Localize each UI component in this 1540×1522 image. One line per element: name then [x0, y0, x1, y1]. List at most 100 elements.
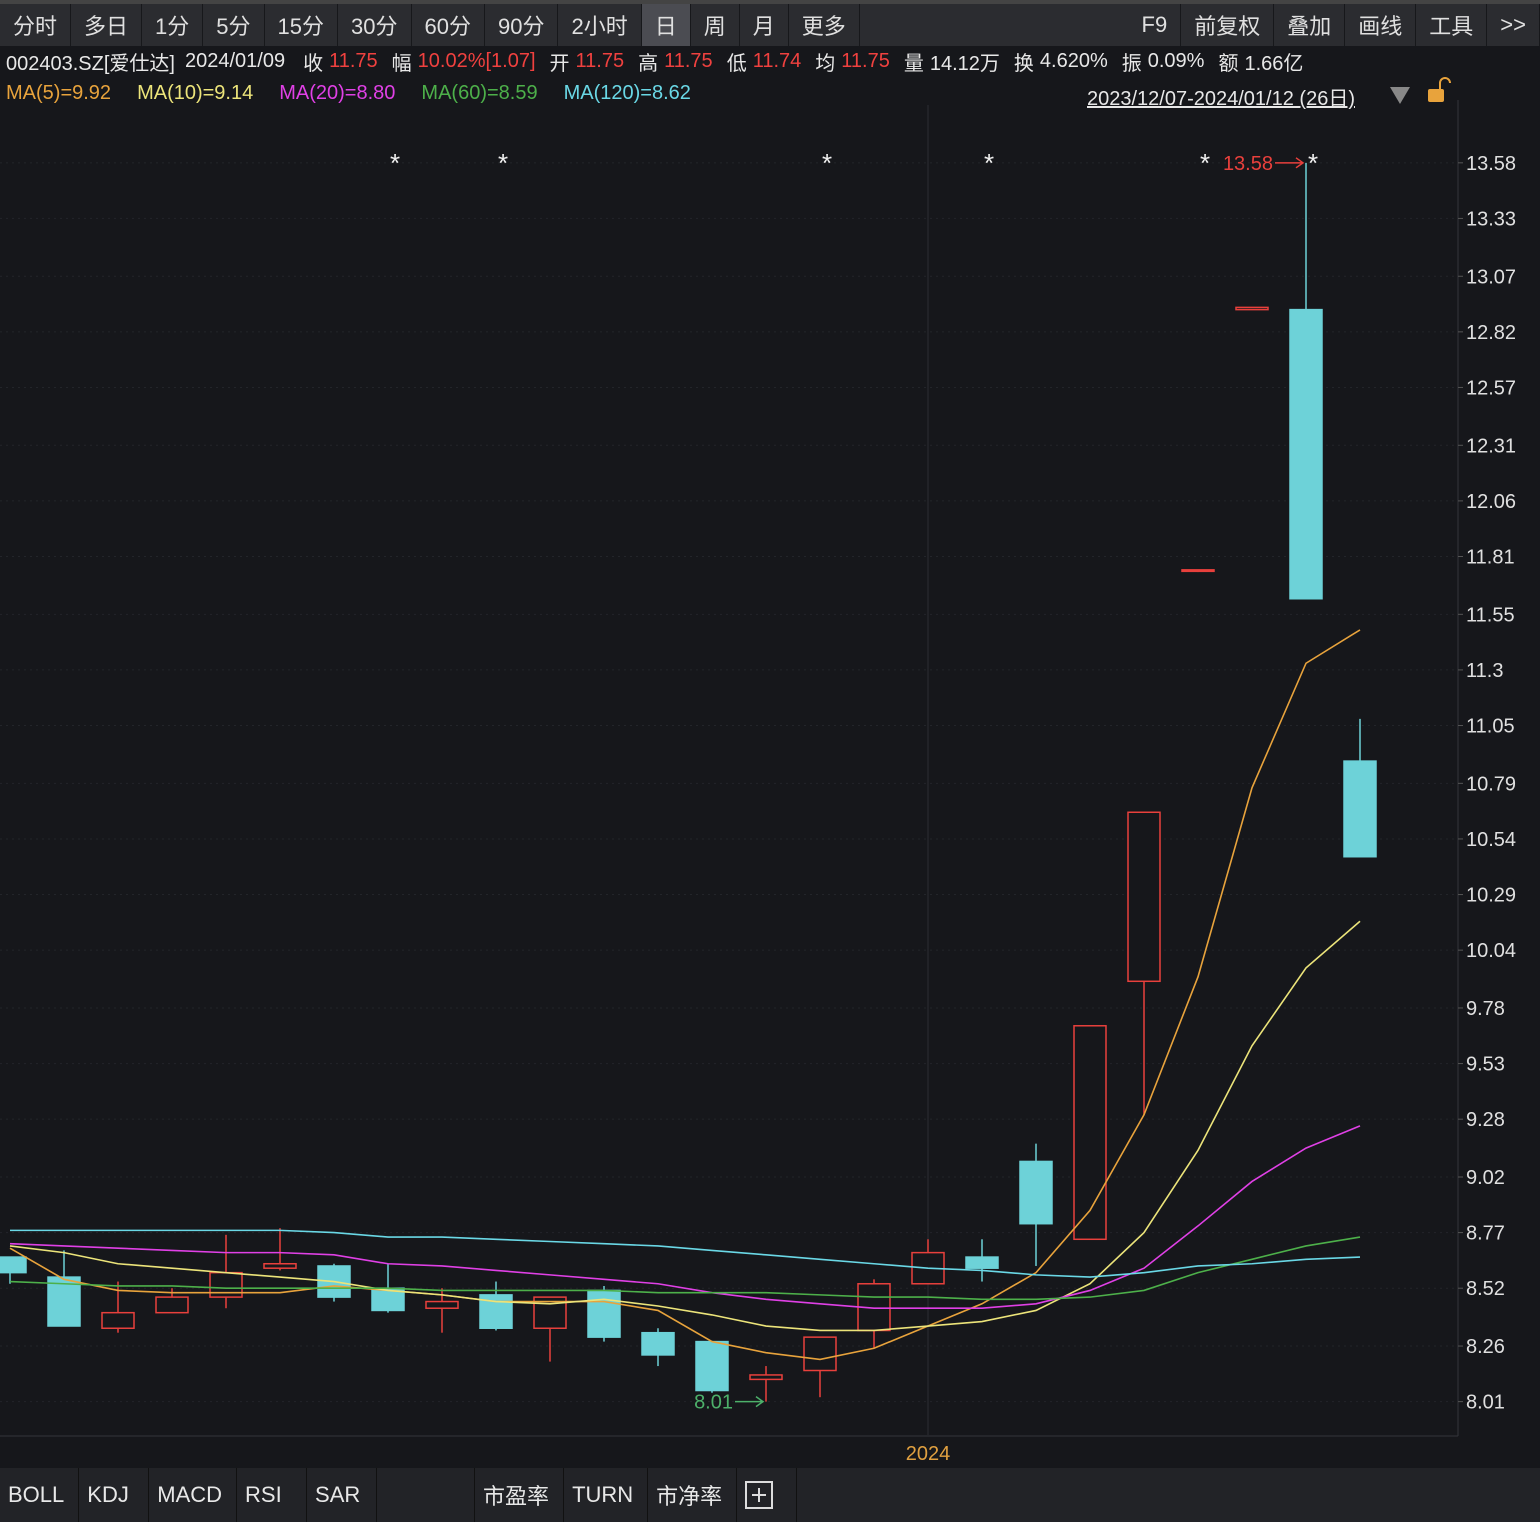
candle-body	[533, 1296, 567, 1329]
period-tab[interactable]: 1分	[142, 4, 204, 46]
y-tick-label: 9.28	[1466, 1109, 1505, 1131]
candle-body	[263, 1262, 297, 1269]
candle-body	[209, 1271, 243, 1298]
candle-body	[425, 1300, 459, 1309]
quote-label: 收	[303, 52, 324, 75]
period-toolbar: 分时 多日 1分 5分 15分 30分 60分 90分 2小时日周月更多 F9 前复权 叠加 画线 工具…	[0, 0, 1540, 46]
indicator-tab[interactable]: 市盈率	[475, 1468, 565, 1522]
quote-label: 额	[1218, 52, 1239, 75]
y-tick-label: 9.53	[1466, 1054, 1505, 1076]
period-tab[interactable]: 60分	[412, 4, 485, 46]
annotation-arrow	[735, 1396, 765, 1408]
lock-icon[interactable]	[1428, 89, 1444, 102]
event-marker: *	[1200, 148, 1210, 178]
tool-tab[interactable]: 前复权	[1181, 4, 1275, 46]
tool-tab[interactable]: >>	[1487, 4, 1540, 46]
y-tick-label: 12.82	[1466, 322, 1516, 344]
indicator-tab[interactable]	[377, 1468, 476, 1522]
candle-body	[1127, 811, 1161, 983]
y-tick-label: 12.31	[1466, 435, 1516, 457]
indicator-tab[interactable]: SAR	[307, 1468, 378, 1522]
candle-body	[1289, 308, 1323, 600]
quote-value: 0.09%	[1147, 49, 1205, 72]
period-tab[interactable]: 更多	[789, 4, 860, 46]
y-tick-label: 10.29	[1466, 885, 1516, 907]
period-tab[interactable]: 30分	[338, 4, 412, 46]
dropdown-icon[interactable]	[1390, 87, 1410, 104]
event-marker: *	[1308, 148, 1318, 178]
quote-date: 2024/01/09	[184, 49, 286, 72]
quote-info: 002403.SZ[爱仕达] 2024/01/09 收 11.75 幅 10.02%[…	[6, 47, 1317, 75]
y-tick-label: 13.33	[1466, 208, 1516, 230]
candle-body	[317, 1265, 351, 1298]
candle-body	[1235, 306, 1269, 311]
indicator-tab[interactable]: MACD	[149, 1468, 238, 1522]
high-label: 13.58	[1223, 153, 1273, 175]
period-tab[interactable]: 日	[641, 4, 691, 46]
quote-label: 开	[549, 52, 570, 75]
indicator-tabs: BOLL KDJ MACD RSI SAR 市盈率 TURN 市净率	[0, 1468, 1540, 1522]
y-tick-label: 12.06	[1466, 491, 1516, 513]
quote-value: 14.12万	[929, 52, 1000, 75]
candle-body	[155, 1296, 189, 1314]
candle-body	[641, 1331, 675, 1356]
indicator-tab[interactable]: 市净率	[648, 1468, 738, 1522]
plus-icon	[745, 1481, 774, 1509]
quote-value: 4.620%	[1039, 49, 1108, 72]
chart: 8.01 8.26 8.52 8.77 9.02 9.28 9.53 9.78 10.04 10.…	[0, 77, 1516, 1465]
period-tab[interactable]: 90分	[485, 4, 559, 46]
period-tab[interactable]: 5分	[203, 4, 265, 46]
candle-body	[695, 1340, 729, 1392]
legend-entry: MA(120)=8.62	[563, 82, 691, 104]
period-tab[interactable]: 多日	[71, 4, 143, 46]
period-tab[interactable]: 15分	[265, 4, 339, 46]
quote-label: 高	[638, 52, 659, 75]
tool-tab[interactable]: 工具	[1416, 4, 1488, 46]
ma-line	[9, 1236, 1361, 1301]
quote-value: 11.75	[841, 49, 890, 72]
tool-tab[interactable]: 画线	[1345, 4, 1417, 46]
y-tick-label: 10.04	[1466, 940, 1516, 962]
tool-tab[interactable]: 叠加	[1274, 4, 1346, 46]
ma-line	[9, 629, 1361, 1361]
period-tab[interactable]: 2小时	[558, 4, 642, 46]
tool-tabs: F9 前复权 叠加 画线 工具 >>	[1129, 4, 1540, 46]
candle-body	[857, 1283, 891, 1332]
y-tick-label: 13.07	[1466, 266, 1516, 288]
quote-value: 11.75	[575, 49, 625, 72]
y-tick-label: 9.78	[1466, 998, 1505, 1020]
y-tick-label: 8.52	[1466, 1278, 1505, 1300]
y-tick-label: 8.01	[1466, 1392, 1505, 1414]
period-tab[interactable]: 周	[691, 4, 740, 46]
period-tab[interactable]: 月	[740, 4, 789, 46]
quote-value: 11.75	[664, 49, 713, 72]
add-tab-button[interactable]	[737, 1468, 798, 1522]
x-tick-label: 2024	[906, 1443, 951, 1465]
indicator-tab[interactable]: TURN	[564, 1468, 649, 1522]
quote-value: 11.74	[752, 49, 802, 72]
security-name: 002403.SZ[爱仕达]	[6, 52, 175, 75]
indicator-tab[interactable]: KDJ	[79, 1468, 150, 1522]
legend-entry: MA(10)=9.14	[137, 82, 254, 104]
date-range[interactable]: 2023/12/07-2024/01/12 (26日)	[1087, 88, 1355, 110]
indicator-tab[interactable]: RSI	[237, 1468, 308, 1522]
quote-label: 振	[1121, 52, 1142, 75]
quote-value: 10.02%[1.07]	[417, 49, 536, 72]
candle-body	[479, 1294, 513, 1329]
legend-entry: MA(60)=8.59	[421, 82, 538, 104]
event-marker: *	[984, 148, 994, 178]
legend-entry: MA(20)=8.80	[279, 82, 396, 104]
legend-entry: MA(5)=9.92	[6, 82, 112, 104]
y-tick-label: 9.02	[1466, 1167, 1505, 1189]
ma-line	[10, 1229, 1361, 1278]
y-tick-label: 12.57	[1466, 377, 1516, 399]
period-tab[interactable]: 分时	[0, 4, 72, 46]
candle-body	[1019, 1160, 1053, 1225]
ma-line	[9, 1125, 1361, 1310]
quote-label: 量	[903, 52, 924, 75]
annotation-arrow	[1275, 157, 1305, 169]
indicator-tab[interactable]: BOLL	[0, 1468, 80, 1522]
tool-tab[interactable]: F9	[1129, 4, 1182, 46]
candle-body	[101, 1311, 135, 1329]
